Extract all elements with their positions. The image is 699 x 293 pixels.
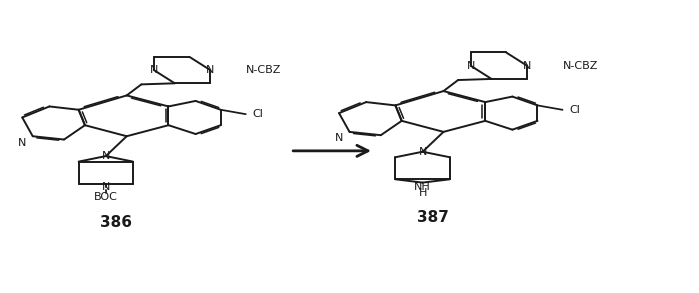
Text: NH: NH [415,182,431,192]
Text: N: N [466,61,475,71]
Text: N: N [419,147,427,157]
Text: N: N [335,134,343,144]
Text: N: N [523,61,531,71]
Text: H: H [419,188,427,197]
Text: Cl: Cl [253,109,264,119]
Text: N-CBZ: N-CBZ [563,61,598,71]
Text: N: N [101,182,110,192]
Text: 387: 387 [417,210,449,225]
Text: N: N [18,138,27,148]
Text: N-CBZ: N-CBZ [246,65,281,75]
Text: Cl: Cl [570,105,580,115]
Text: BOC: BOC [94,192,117,202]
Text: N: N [101,151,110,161]
Text: N: N [206,65,215,75]
Text: 386: 386 [100,215,132,230]
Text: N: N [150,65,158,75]
